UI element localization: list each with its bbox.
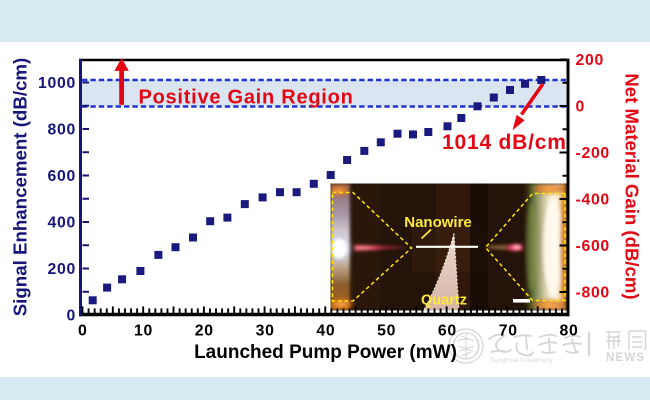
svg-text:400: 400 <box>48 215 76 232</box>
svg-text:1000: 1000 <box>38 75 76 92</box>
svg-text:-800: -800 <box>576 285 610 302</box>
svg-text:80: 80 <box>560 322 579 339</box>
svg-text:50: 50 <box>377 322 396 339</box>
svg-text:200: 200 <box>576 52 604 69</box>
svg-text:-600: -600 <box>576 238 610 255</box>
svg-text:0: 0 <box>67 308 77 325</box>
svg-text:Positive Gain Region: Positive Gain Region <box>139 87 354 109</box>
svg-text:Net Material Gain (dB/cm): Net Material Gain (dB/cm) <box>622 73 643 299</box>
svg-text:Launched Pump Power (mW): Launched Pump Power (mW) <box>194 342 457 363</box>
svg-text:1014 dB/cm: 1014 dB/cm <box>442 131 567 154</box>
svg-text:40: 40 <box>316 322 335 339</box>
svg-text:70: 70 <box>499 322 518 339</box>
svg-text:0: 0 <box>576 99 586 116</box>
svg-text:Signal Enhancement (dB/cm): Signal Enhancement (dB/cm) <box>10 58 31 317</box>
svg-text:600: 600 <box>48 168 76 185</box>
svg-text:Quartz: Quartz <box>421 293 467 309</box>
svg-text:200: 200 <box>48 261 76 278</box>
svg-text:-200: -200 <box>576 145 610 162</box>
svg-text:Nanowire: Nanowire <box>404 214 472 231</box>
svg-text:-400: -400 <box>576 192 610 209</box>
svg-text:NEWS: NEWS <box>606 352 645 364</box>
svg-text:Tsinghua University: Tsinghua University <box>489 357 553 364</box>
svg-text:0: 0 <box>78 322 88 339</box>
svg-text:60: 60 <box>438 322 457 339</box>
svg-text:10: 10 <box>134 322 153 339</box>
svg-text:800: 800 <box>48 122 76 139</box>
svg-text:20: 20 <box>195 322 214 339</box>
svg-text:30: 30 <box>256 322 275 339</box>
